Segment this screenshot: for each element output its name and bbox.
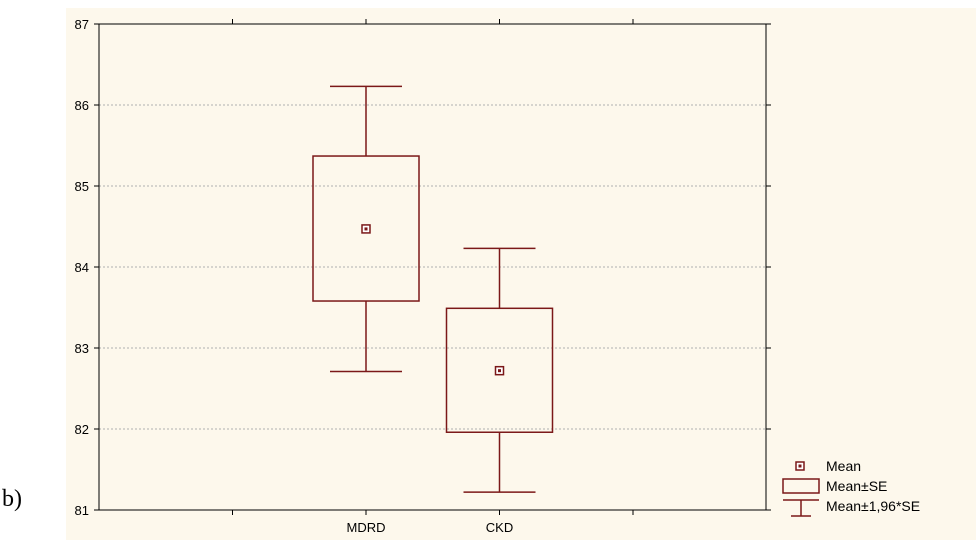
panel-label: b) <box>2 486 22 512</box>
x-tick-label: CKD <box>486 520 513 535</box>
x-tick-label: MDRD <box>347 520 386 535</box>
y-tick-label: 82 <box>75 422 89 437</box>
y-tick-label: 81 <box>75 503 89 518</box>
legend-item-mean: Mean <box>795 458 861 474</box>
box-ckd <box>445 247 554 493</box>
y-tick-label: 85 <box>75 179 89 194</box>
axis-ticks: 81 82 83 84 85 86 87 MDRD CKD <box>75 17 771 535</box>
y-tick-label: 86 <box>75 98 89 113</box>
legend-label: Mean±1,96*SE <box>826 498 920 514</box>
y-tick-label: 87 <box>75 17 89 32</box>
chart-panel <box>66 8 976 540</box>
mean-marker-dot <box>498 369 501 373</box>
se-box <box>445 307 554 433</box>
legend-se-symbol <box>782 478 820 494</box>
y-tick-label: 84 <box>75 260 89 275</box>
mean-marker-dot <box>364 227 368 231</box>
legend-label: Mean <box>826 458 861 474</box>
legend-item-ci: Mean±1,96*SE <box>783 498 920 517</box>
grid-lines <box>99 104 766 430</box>
legend-item-se: Mean±SE <box>782 478 887 494</box>
legend: Mean Mean±SE Mean±1,96*SE <box>782 458 920 517</box>
legend-mean-symbol-dot <box>798 464 802 468</box>
se-box <box>312 155 420 302</box>
boxes <box>312 85 554 493</box>
y-tick-label: 83 <box>75 341 89 356</box>
legend-label: Mean±SE <box>826 478 887 494</box>
box-mdrd <box>312 85 420 373</box>
